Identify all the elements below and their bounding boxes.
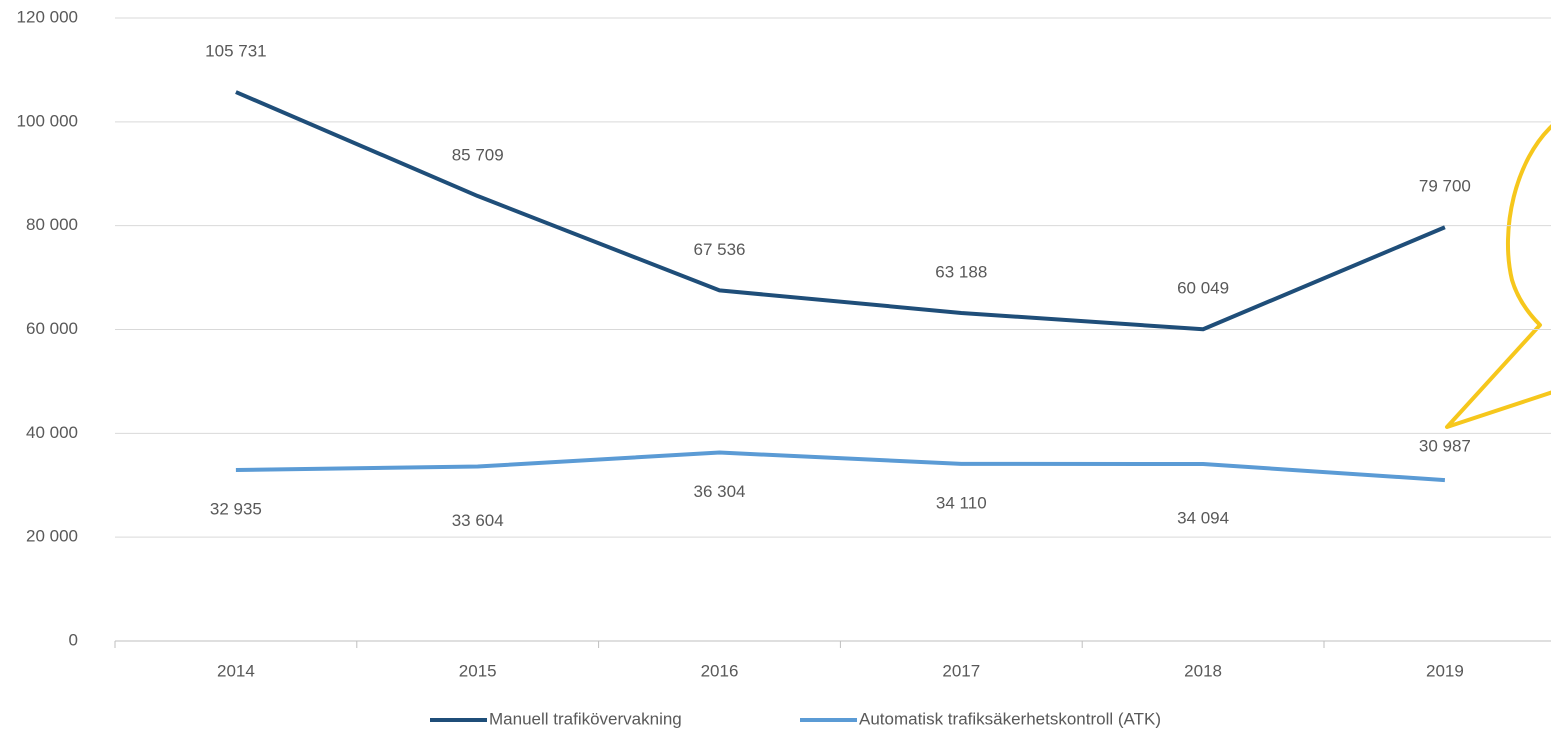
data-label: 34 110: [936, 493, 987, 512]
series-line: [235, 90, 1446, 332]
data-label: 32 935: [210, 499, 262, 518]
x-tick-label: 2018: [1184, 661, 1222, 680]
data-label: 67 536: [694, 240, 746, 259]
data-label: 33 604: [452, 511, 504, 530]
data-label: 60 049: [1177, 279, 1229, 298]
data-label: 79 700: [1419, 177, 1471, 196]
data-label: 85 709: [452, 146, 504, 165]
y-tick-label: 100 000: [17, 111, 78, 130]
speech-bubble: [1445, 124, 1551, 429]
x-tick-label: 2017: [942, 661, 980, 680]
y-tick-label: 20 000: [26, 527, 78, 546]
legend-label: Automatisk trafiksäkerhetskontroll (ATK): [859, 709, 1161, 728]
data-label: 105 731: [205, 42, 266, 61]
x-tick-label: 2016: [701, 661, 739, 680]
data-label: 34 094: [1177, 508, 1229, 527]
y-tick-label: 40 000: [26, 423, 78, 442]
legend-label: Manuell trafikövervakning: [489, 709, 682, 728]
x-tick-label: 2015: [459, 661, 497, 680]
x-tick-label: 2014: [217, 661, 255, 680]
data-label: 30 987: [1419, 437, 1471, 456]
y-tick-label: 120 000: [17, 7, 78, 26]
series-line: [235, 450, 1446, 483]
x-tick-label: 2019: [1426, 661, 1464, 680]
data-label: 36 304: [694, 482, 746, 501]
y-tick-label: 60 000: [26, 319, 78, 338]
y-tick-label: 0: [69, 630, 78, 649]
y-tick-label: 80 000: [26, 215, 78, 234]
data-label: 63 188: [935, 262, 987, 281]
